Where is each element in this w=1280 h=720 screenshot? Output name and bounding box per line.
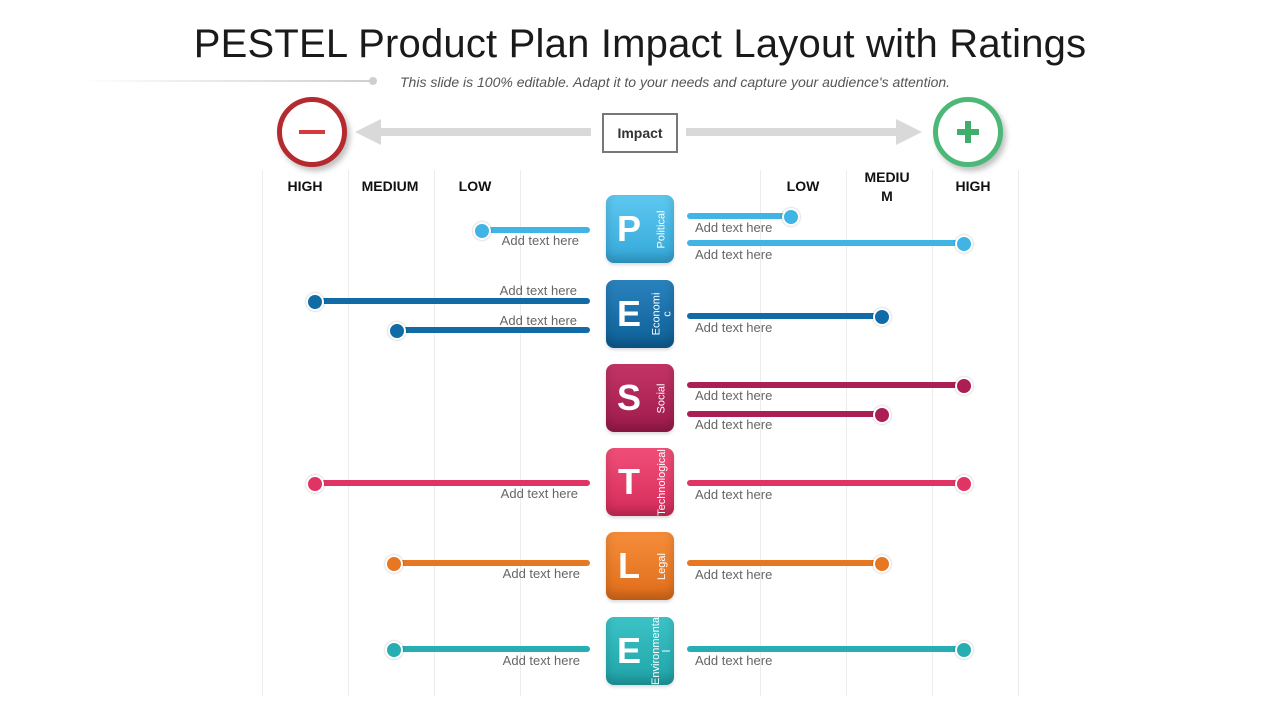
legal-positive-marker[interactable] bbox=[873, 555, 891, 573]
legal-negative-marker[interactable] bbox=[385, 555, 403, 573]
economic-positive-text[interactable]: Add text here bbox=[695, 320, 772, 335]
economic-negative-bar-1 bbox=[315, 298, 590, 304]
political-positive-marker-2[interactable] bbox=[955, 235, 973, 253]
economic-positive-bar bbox=[687, 313, 882, 319]
technological-positive-text[interactable]: Add text here bbox=[695, 487, 772, 502]
economic-positive-marker[interactable] bbox=[873, 308, 891, 326]
plus-icon bbox=[938, 102, 998, 162]
grid-line bbox=[846, 170, 847, 696]
scale-low-negative: LOW bbox=[450, 178, 500, 194]
tile-social: S Social bbox=[606, 364, 674, 432]
tile-technological: T Technological bbox=[606, 448, 674, 516]
legal-positive-text[interactable]: Add text here bbox=[695, 567, 772, 582]
environmental-positive-bar bbox=[687, 646, 964, 652]
grid-line bbox=[932, 170, 933, 696]
tile-word: Environmenta l bbox=[651, 617, 673, 685]
tile-word: Political bbox=[657, 210, 668, 248]
technological-negative-marker[interactable] bbox=[306, 475, 324, 493]
environmental-negative-bar bbox=[394, 646, 590, 652]
economic-negative-text-1[interactable]: Add text here bbox=[440, 283, 577, 298]
scale-high-negative: HIGH bbox=[275, 178, 335, 194]
political-negative-text[interactable]: Add text here bbox=[440, 233, 579, 248]
social-positive-text-2[interactable]: Add text here bbox=[695, 417, 772, 432]
tile-political: P Political bbox=[606, 195, 674, 263]
technological-positive-marker[interactable] bbox=[955, 475, 973, 493]
legal-negative-text[interactable]: Add text here bbox=[440, 566, 580, 581]
negative-impact-circle bbox=[277, 97, 347, 167]
economic-negative-text-2[interactable]: Add text here bbox=[440, 313, 577, 328]
tile-word: Technological bbox=[657, 449, 668, 516]
tile-legal: L Legal bbox=[606, 532, 674, 600]
tile-word: Social bbox=[657, 383, 668, 413]
scale-medium-negative: MEDIUM bbox=[350, 178, 430, 194]
subtitle-divider bbox=[80, 80, 372, 82]
environmental-positive-text[interactable]: Add text here bbox=[695, 653, 772, 668]
scale-medium-positive: MEDIU M bbox=[857, 168, 917, 206]
political-positive-text-2[interactable]: Add text here bbox=[695, 247, 772, 262]
grid-line bbox=[520, 170, 521, 696]
tile-word: Economi c bbox=[651, 293, 673, 336]
environmental-negative-marker[interactable] bbox=[385, 641, 403, 659]
grid-line bbox=[434, 170, 435, 696]
subtitle-divider-dot bbox=[369, 77, 377, 85]
technological-negative-text[interactable]: Add text here bbox=[440, 486, 578, 501]
environmental-negative-text[interactable]: Add text here bbox=[440, 653, 580, 668]
social-positive-marker-2[interactable] bbox=[873, 406, 891, 424]
positive-impact-circle bbox=[933, 97, 1003, 167]
tile-economic: E Economi c bbox=[606, 280, 674, 348]
subtitle: This slide is 100% editable. Adapt it to… bbox=[400, 74, 950, 90]
political-positive-text-1[interactable]: Add text here bbox=[695, 220, 772, 235]
page-title: PESTEL Product Plan Impact Layout with R… bbox=[0, 22, 1280, 67]
scale-high-positive: HIGH bbox=[943, 178, 1003, 194]
scale-low-positive: LOW bbox=[778, 178, 828, 194]
grid-line bbox=[1018, 170, 1019, 696]
social-positive-text-1[interactable]: Add text here bbox=[695, 388, 772, 403]
legal-positive-bar bbox=[687, 560, 882, 566]
grid-line bbox=[262, 170, 263, 696]
economic-negative-marker-2[interactable] bbox=[388, 322, 406, 340]
economic-negative-marker-1[interactable] bbox=[306, 293, 324, 311]
minus-icon bbox=[282, 102, 342, 162]
tile-word: Legal bbox=[656, 553, 667, 580]
social-positive-marker-1[interactable] bbox=[955, 377, 973, 395]
political-positive-marker-1[interactable] bbox=[782, 208, 800, 226]
tile-environmental: E Environmenta l bbox=[606, 617, 674, 685]
political-positive-bar-1 bbox=[687, 213, 791, 219]
right-arrow-icon bbox=[686, 118, 926, 146]
environmental-positive-marker[interactable] bbox=[955, 641, 973, 659]
technological-positive-bar bbox=[687, 480, 964, 486]
grid-line bbox=[348, 170, 349, 696]
political-positive-bar-2 bbox=[687, 240, 964, 246]
left-arrow-icon bbox=[355, 118, 595, 146]
impact-label: Impact bbox=[602, 113, 678, 153]
